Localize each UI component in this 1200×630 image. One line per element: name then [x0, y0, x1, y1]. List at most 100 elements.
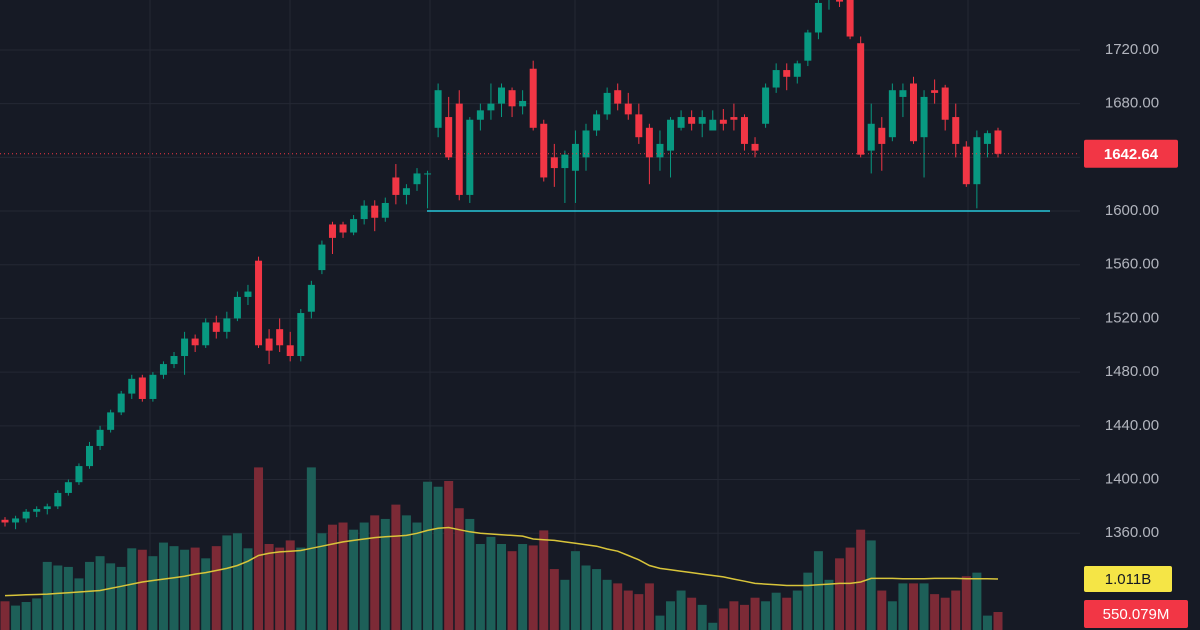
- volume-bar: [275, 547, 285, 630]
- candle-body: [582, 130, 590, 158]
- candle-body: [920, 96, 928, 138]
- candle-body: [836, 0, 844, 2]
- volume-bar: [623, 590, 633, 630]
- volume-bar: [412, 522, 422, 630]
- volume-bar: [349, 529, 359, 630]
- volume-bar: [243, 548, 253, 630]
- y-tick-label: 1360.00: [1105, 524, 1159, 541]
- candle-body: [455, 103, 463, 195]
- candle-body: [952, 117, 960, 144]
- volume-bar: [613, 583, 623, 630]
- volume-bar: [53, 565, 63, 630]
- candle-body: [688, 117, 696, 124]
- candle-body: [973, 137, 981, 185]
- volume-label: 550.079M: [1103, 606, 1170, 623]
- volume-bar: [158, 542, 168, 630]
- volume-bar: [423, 481, 433, 630]
- candle-body: [117, 393, 125, 413]
- candle-body: [434, 90, 442, 128]
- candle-body: [43, 506, 51, 510]
- candle-body: [297, 313, 305, 357]
- volume-bar: [148, 556, 158, 630]
- candle-body: [983, 133, 991, 144]
- candle-body: [181, 338, 189, 357]
- volume-bar: [222, 535, 232, 630]
- candle-body: [212, 322, 220, 332]
- candle-body: [402, 188, 410, 195]
- volume-bar: [845, 547, 855, 630]
- volume-bar: [782, 597, 792, 630]
- candle-body: [138, 377, 146, 399]
- volume-bar: [750, 597, 760, 630]
- candle-body: [540, 123, 548, 178]
- volume-bar: [264, 544, 274, 630]
- volume-ma-label: 1.011B: [1105, 571, 1151, 588]
- candle-body: [899, 90, 907, 97]
- volume-bar: [327, 524, 337, 630]
- candle-body: [783, 70, 791, 77]
- candle-body: [328, 224, 336, 238]
- vertical-grid: [149, 0, 969, 630]
- candle-body: [645, 127, 653, 158]
- candle-body: [962, 146, 970, 185]
- volume-bar: [919, 583, 929, 630]
- volume-bar: [42, 561, 52, 630]
- candle-body: [603, 92, 611, 115]
- volume-bar: [961, 576, 971, 630]
- candle-body: [508, 90, 516, 107]
- y-tick-label: 1480.00: [1105, 363, 1159, 380]
- volume-bar: [655, 615, 665, 630]
- price-label-box: [1084, 139, 1178, 168]
- volume-bar: [528, 545, 538, 630]
- candle-body: [255, 260, 263, 346]
- candle-body: [244, 291, 252, 297]
- candle-body: [677, 117, 685, 128]
- volume-bar: [63, 566, 73, 630]
- volume-bar: [74, 578, 84, 630]
- candle-body: [487, 103, 495, 111]
- candle-body: [413, 173, 421, 185]
- candle-body: [878, 127, 886, 144]
- candle-body: [909, 83, 917, 142]
- volume-bar: [21, 602, 31, 630]
- volume-bar: [982, 615, 992, 630]
- candle-body: [159, 364, 167, 375]
- volume-bar: [444, 481, 454, 630]
- candle-body: [719, 119, 727, 124]
- volume-bar: [676, 590, 686, 630]
- candle-body: [223, 318, 231, 332]
- candle-body: [75, 466, 83, 483]
- candle-body: [762, 87, 770, 124]
- candle-body: [656, 143, 664, 158]
- candle-body: [519, 100, 527, 107]
- volume-bar: [592, 569, 602, 630]
- candle-body: [740, 117, 748, 144]
- volume-bar: [856, 529, 866, 630]
- candle-body: [772, 70, 780, 88]
- candle-body: [170, 356, 178, 365]
- volume-bar: [338, 522, 348, 630]
- volume-bar: [190, 547, 200, 630]
- candle-body: [730, 117, 738, 120]
- volume-bar: [32, 598, 42, 630]
- candle-body: [276, 329, 284, 346]
- candle-body: [529, 68, 537, 128]
- volume-bar: [729, 601, 739, 630]
- candle-body: [424, 173, 432, 175]
- candle-body: [709, 119, 717, 131]
- candle-body: [561, 154, 569, 169]
- y-tick-label: 1720.00: [1105, 41, 1159, 58]
- candle-body: [445, 117, 453, 158]
- volume-bar: [85, 561, 95, 630]
- volume-bar: [940, 597, 950, 630]
- volume-bar: [359, 522, 369, 630]
- volume-bar: [792, 590, 802, 630]
- volume-bar: [317, 533, 327, 630]
- volume-bar: [232, 533, 242, 630]
- volume-bar: [95, 556, 105, 630]
- volume-bar: [877, 590, 887, 630]
- volume-bar: [708, 622, 718, 630]
- candle-body: [22, 511, 30, 519]
- volume-bar: [497, 544, 506, 630]
